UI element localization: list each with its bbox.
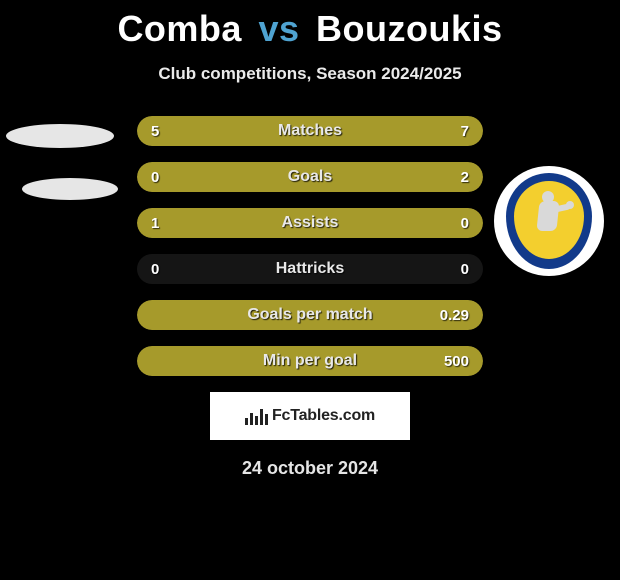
stat-row: 57Matches	[137, 116, 483, 146]
stat-value-right: 2	[461, 162, 469, 192]
club-crest-right	[494, 166, 604, 276]
stat-value-right: 500	[444, 346, 469, 376]
comparison-title: Comba vs Bouzoukis	[0, 0, 620, 50]
stat-value-right: 0	[461, 208, 469, 238]
stat-row: 500Min per goal	[137, 346, 483, 376]
logo-text: FcTables.com	[272, 407, 375, 425]
stat-label: Hattricks	[137, 254, 483, 284]
stat-value-left: 5	[151, 116, 159, 146]
player1-name: Comba	[117, 8, 242, 49]
logo-bars-icon	[245, 407, 268, 425]
stat-bar-right	[137, 300, 483, 330]
stat-bar-right	[137, 162, 483, 192]
stat-value-left: 1	[151, 208, 159, 238]
stat-row: 0 0Hattricks	[137, 254, 483, 284]
vs-label: vs	[258, 8, 299, 49]
stat-value-left: 0	[151, 254, 159, 284]
stat-bar-left	[137, 208, 483, 238]
stat-value-right: 0.29	[440, 300, 469, 330]
date-label: 24 october 2024	[0, 458, 620, 479]
player2-name: Bouzoukis	[316, 8, 503, 49]
stat-bar-right	[137, 346, 483, 376]
site-logo: FcTables.com	[210, 392, 410, 440]
stat-row: 02Goals	[137, 162, 483, 192]
stat-value-right: 0	[461, 254, 469, 284]
club-ellipse-left	[6, 124, 114, 148]
stat-value-left: 0	[151, 162, 159, 192]
stat-value-right: 7	[461, 116, 469, 146]
stat-bar-right	[275, 116, 483, 146]
club-ellipse-left	[22, 178, 118, 200]
subtitle: Club competitions, Season 2024/2025	[0, 64, 620, 84]
stat-row: 0.29Goals per match	[137, 300, 483, 330]
stat-row: 10Assists	[137, 208, 483, 238]
